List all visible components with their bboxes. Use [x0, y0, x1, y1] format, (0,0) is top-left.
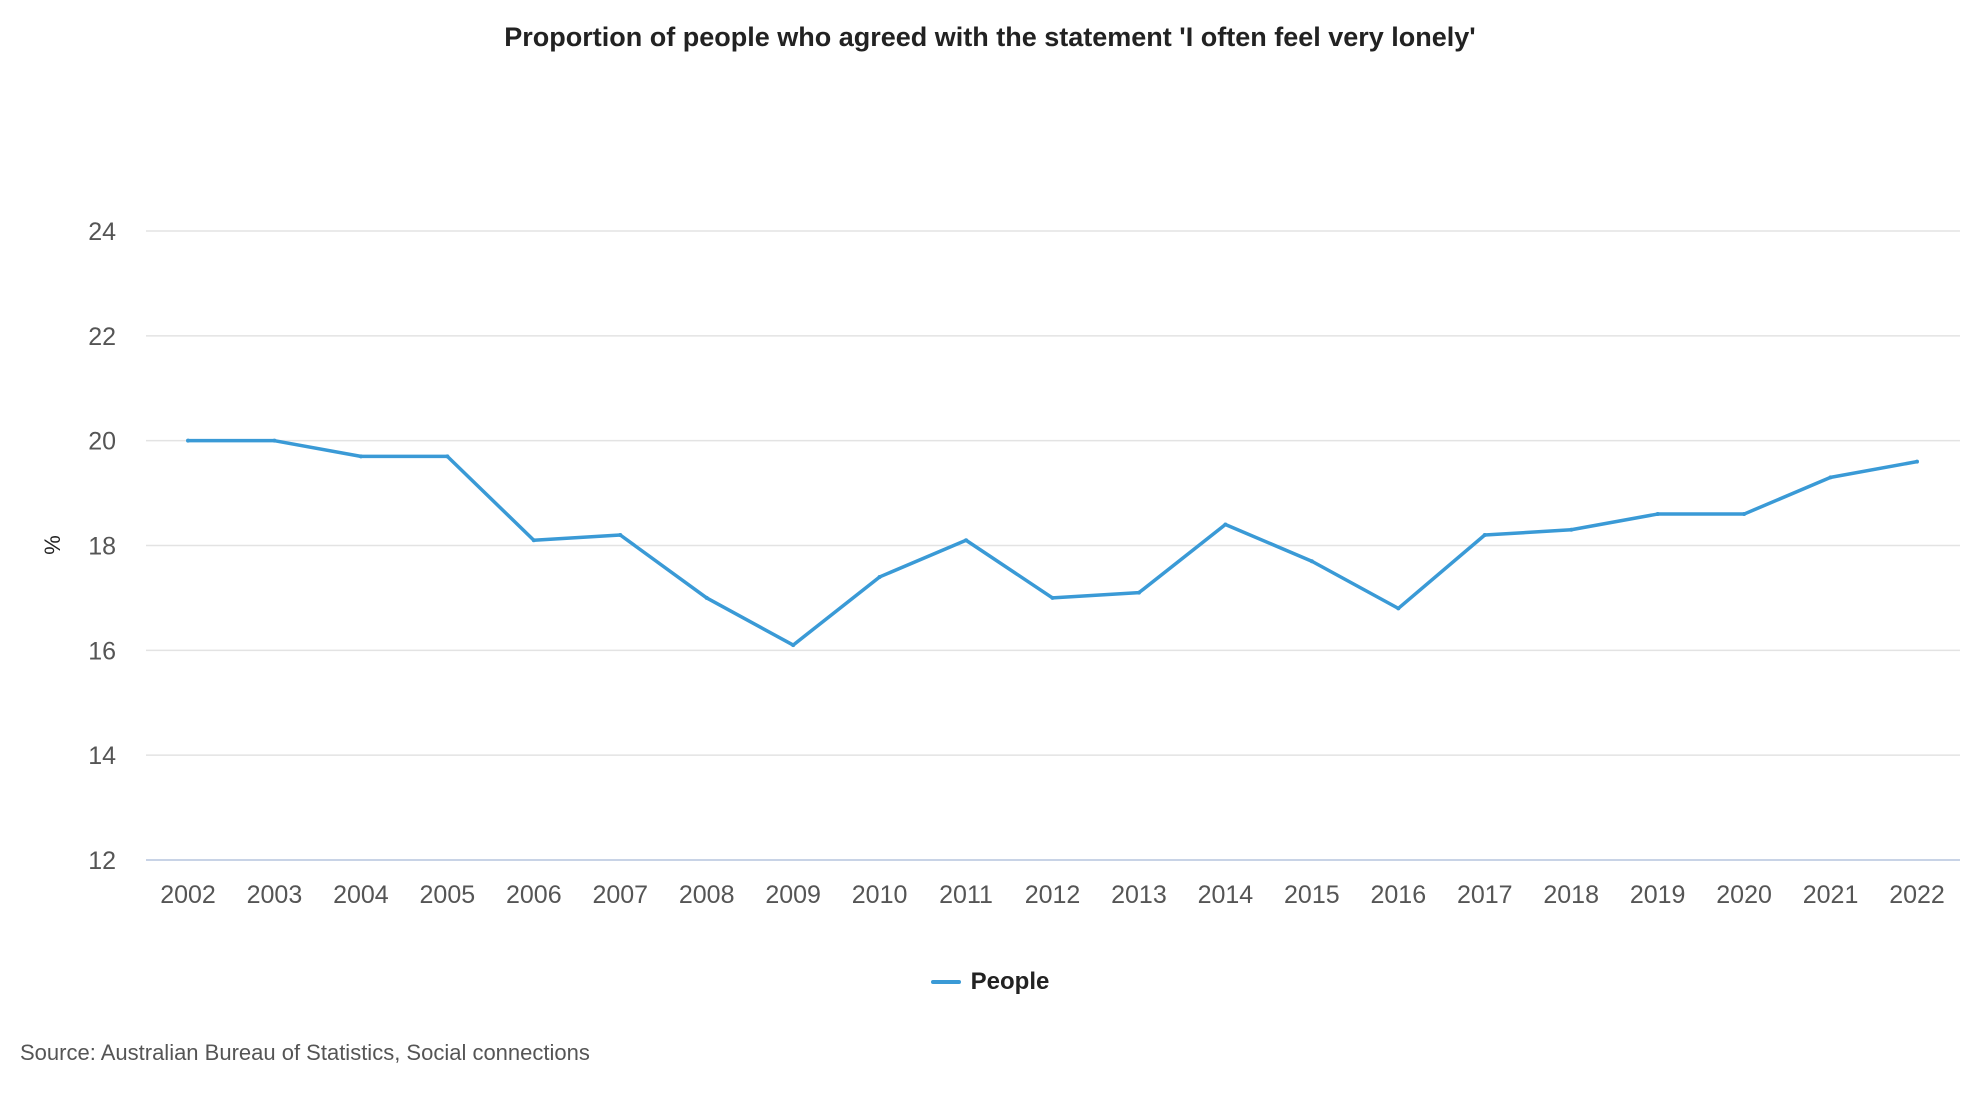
legend-label-people: People [970, 968, 1050, 995]
y-tick-label: 18 [88, 533, 116, 561]
x-tick-label: 2009 [765, 881, 821, 909]
series-line-people [188, 438, 1918, 647]
y-tick-label: 12 [88, 847, 116, 875]
gridlines [146, 230, 1960, 861]
data-point[interactable] [1655, 512, 1660, 517]
x-tick-label: 2008 [679, 881, 735, 909]
x-tick-label: 2011 [939, 881, 993, 909]
x-tick-label: 2020 [1716, 881, 1772, 909]
data-point[interactable] [1915, 459, 1919, 464]
y-tick-label: 14 [88, 742, 116, 770]
data-point[interactable] [1136, 590, 1141, 595]
x-tick-label: 2014 [1198, 881, 1254, 909]
data-point[interactable] [877, 574, 882, 579]
x-tick-label: 2006 [506, 881, 562, 909]
data-point[interactable] [964, 538, 969, 543]
x-tick-label: 2010 [852, 881, 908, 909]
x-tick-label: 2005 [420, 881, 476, 909]
y-tick-label: 22 [88, 323, 116, 351]
y-axis-ticks: 12 14 16 18 20 22 24 [88, 218, 116, 875]
x-tick-label: 2021 [1803, 881, 1859, 909]
data-point[interactable] [1569, 527, 1574, 532]
y-axis-label: % [40, 535, 65, 555]
data-point[interactable] [531, 538, 536, 543]
data-point[interactable] [358, 454, 363, 459]
data-point[interactable] [1309, 559, 1314, 564]
x-tick-label: 2015 [1284, 881, 1340, 909]
data-point[interactable] [618, 533, 623, 538]
data-point[interactable] [445, 454, 450, 459]
x-tick-label: 2018 [1543, 881, 1599, 909]
x-tick-label: 2017 [1457, 881, 1513, 909]
data-point[interactable] [186, 438, 190, 443]
legend: People [0, 968, 1980, 996]
data-point[interactable] [1828, 475, 1833, 480]
data-point[interactable] [1050, 595, 1055, 600]
x-tick-label: 2002 [160, 881, 216, 909]
x-tick-label: 2022 [1889, 881, 1945, 909]
data-point[interactable] [704, 595, 709, 600]
data-point[interactable] [791, 643, 796, 648]
y-tick-label: 20 [88, 428, 116, 456]
data-point[interactable] [1396, 606, 1401, 611]
x-tick-label: 2003 [247, 881, 303, 909]
data-point[interactable] [272, 438, 277, 443]
x-tick-label: 2019 [1630, 881, 1686, 909]
data-point[interactable] [1482, 533, 1487, 538]
data-point[interactable] [1742, 512, 1747, 517]
data-point[interactable] [1223, 522, 1228, 527]
x-tick-label: 2004 [333, 881, 389, 909]
y-tick-label: 16 [88, 637, 116, 665]
x-tick-label: 2012 [1025, 881, 1081, 909]
x-tick-label: 2013 [1111, 881, 1167, 909]
legend-swatch-people [930, 980, 961, 984]
x-tick-label: 2007 [592, 881, 648, 909]
series-group [186, 438, 1919, 648]
source-note: Source: Australian Bureau of Statistics,… [20, 1040, 590, 1065]
y-tick-label: 24 [88, 218, 116, 246]
x-axis-ticks: 2002 2003 2004 2005 2006 2007 2008 2009 2010 2011… [160, 881, 1945, 909]
x-tick-label: 2016 [1370, 881, 1426, 909]
chart-title: Proportion of people who agreed with the… [504, 22, 1476, 52]
